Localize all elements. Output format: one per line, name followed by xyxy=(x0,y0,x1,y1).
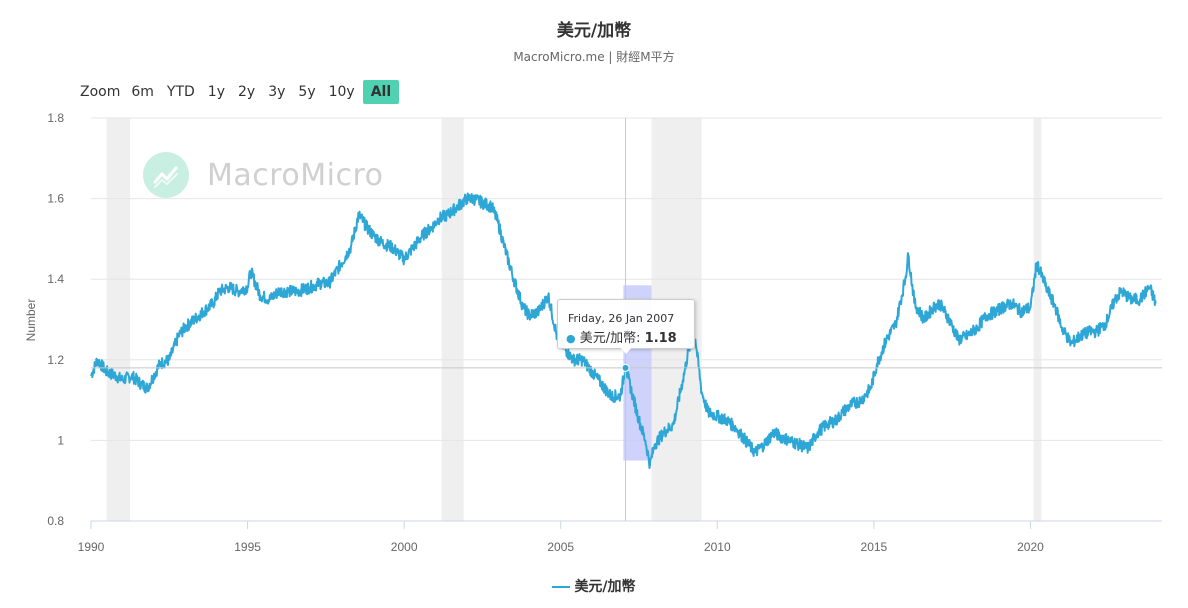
zoom-10y-button[interactable]: 10y xyxy=(328,84,355,100)
y-tick-label: 0.8 xyxy=(47,514,64,528)
legend-label: 美元/加幣 xyxy=(574,579,636,595)
x-tick-label: 1995 xyxy=(234,540,261,554)
zoom-2y-button[interactable]: 2y xyxy=(238,84,256,100)
series-layer xyxy=(90,192,1157,469)
recession-band-1 xyxy=(441,118,464,521)
chart-logo-icon xyxy=(143,152,189,198)
legend-swatch xyxy=(552,586,571,588)
zoom-1y-button[interactable]: 1y xyxy=(207,84,225,100)
zoom-all-button[interactable]: All xyxy=(362,80,400,104)
x-tick-label: 2010 xyxy=(704,540,731,554)
chart-title: 美元/加幣 xyxy=(556,21,632,41)
tooltip-arrow xyxy=(619,346,633,354)
zoom-ytd-button[interactable]: YTD xyxy=(166,84,195,100)
tooltip: Friday, 26 Jan 2007 ● 美元/加幣: 1.18 xyxy=(557,299,695,354)
zoom-3y-button[interactable]: 3y xyxy=(268,84,286,100)
chart-subtitle: MacroMicro.me | 財經M平方 xyxy=(513,50,675,64)
legend[interactable]: 美元/加幣 xyxy=(0,576,1188,596)
x-axis: 1990 1995 2000 2005 2010 2015 2020 xyxy=(78,520,1162,554)
zoom-label: Zoom xyxy=(80,84,121,100)
zoom-6m-button[interactable]: 6m xyxy=(131,84,154,100)
y-axis: 0.8 1 1.2 1.4 1.6 1.8 xyxy=(47,111,64,528)
zoom-5y-button[interactable]: 5y xyxy=(298,84,316,100)
y-tick-label: 1.2 xyxy=(47,353,64,367)
series-line-0 xyxy=(90,192,1157,469)
x-tick-label: 2005 xyxy=(547,540,574,554)
tooltip-series-label: 美元/加幣: xyxy=(579,331,645,346)
x-tick-label: 2020 xyxy=(1017,540,1044,554)
recession-band-0 xyxy=(106,118,131,521)
series-dot-icon: ● xyxy=(566,332,576,345)
y-tick-label: 1.6 xyxy=(47,192,64,206)
y-tick-label: 1 xyxy=(57,433,64,447)
tooltip-date: Friday, 26 Jan 2007 xyxy=(568,312,675,325)
recession-band-3 xyxy=(1033,118,1042,521)
x-tick-label: 2015 xyxy=(861,540,888,554)
hover-point-marker xyxy=(621,363,630,372)
watermark-text: MacroMicro xyxy=(207,157,384,193)
y-tick-label: 1.8 xyxy=(47,111,64,125)
tooltip-row: ● 美元/加幣: 1.18 xyxy=(566,327,677,346)
tooltip-value: 1.18 xyxy=(644,331,677,346)
y-tick-label: 1.4 xyxy=(47,272,64,286)
y-axis-label: Number xyxy=(24,299,38,342)
watermark: MacroMicro xyxy=(143,152,384,198)
zoom-toolbar: Zoom 6m YTD 1y 2y 3y 5y 10y All xyxy=(80,79,402,105)
x-tick-label: 1990 xyxy=(78,540,105,554)
x-tick-label: 2000 xyxy=(391,540,418,554)
